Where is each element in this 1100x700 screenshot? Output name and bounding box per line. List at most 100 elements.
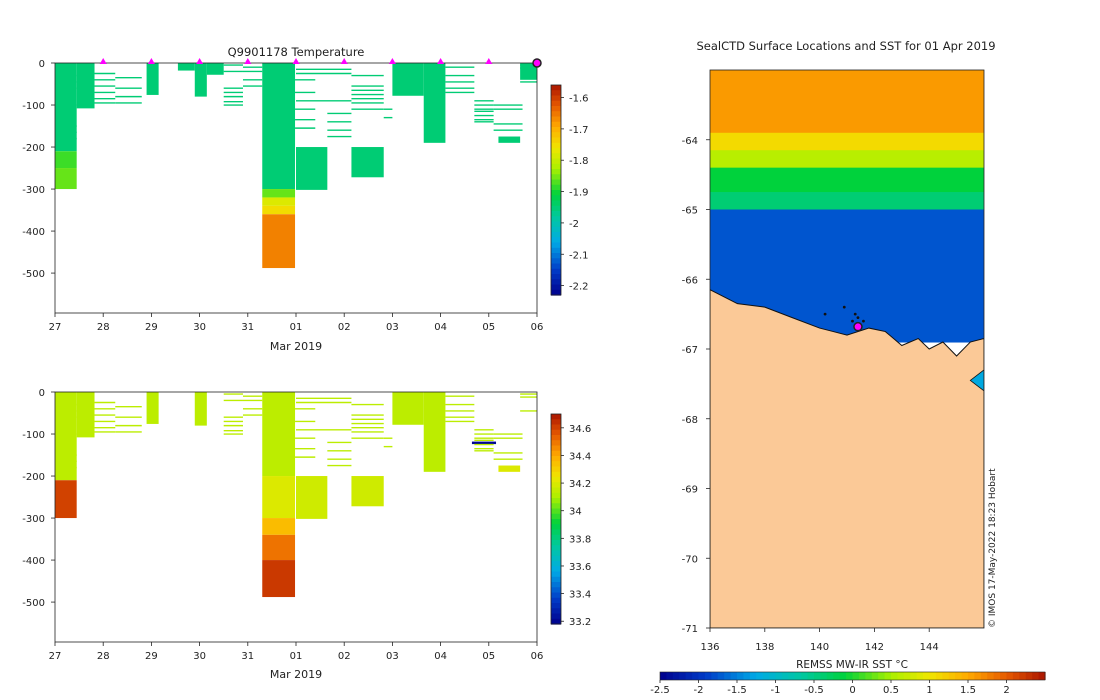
colorbar-swatch — [551, 158, 561, 165]
sst-band — [710, 132, 984, 151]
colorbar-swatch — [551, 414, 561, 420]
map-colorbar-swatch — [923, 672, 931, 680]
map-colorbar-tick-label: 1.5 — [960, 685, 976, 696]
lon-tick-label: 140 — [810, 642, 829, 653]
map-colorbar-tick-label: -1.5 — [727, 685, 747, 696]
temperature-axes: 0 -100 -200 -300 -400 -500 27 28 29 30 31 01 02 03 04 0… — [22, 59, 543, 333]
salinity-axes: 0 -100 -200 -300 -400 -500 27 28 29 30 31 01 02 03 04 0… — [22, 388, 543, 662]
colorbar-tick-label: 34.2 — [569, 479, 591, 490]
y-tick-label: 0 — [39, 388, 45, 399]
profile-marker — [196, 58, 204, 64]
map-colorbar-swatch — [993, 672, 1001, 680]
map-colorbar-swatch — [1012, 672, 1020, 680]
map-colorbar-swatch — [948, 672, 956, 680]
map-colorbar-swatch — [903, 672, 911, 680]
x-tick-label: 05 — [482, 651, 495, 662]
data-cell — [351, 476, 384, 507]
colorbar-swatch — [551, 571, 561, 578]
salinity-colorbar: 34.6 34.4 34.2 34 33.8 33.6 33.4 33.2 — [550, 413, 591, 628]
colorbar-swatch — [551, 561, 561, 567]
map-colorbar-swatch — [1000, 672, 1008, 680]
colorbar-swatch — [551, 90, 561, 97]
track-point — [853, 312, 857, 316]
sst-band — [710, 167, 984, 193]
current-location-marker — [853, 321, 863, 332]
data-cell — [392, 63, 424, 96]
map-colorbar-swatch — [897, 672, 905, 680]
y-tick-label: -500 — [22, 598, 45, 609]
data-cell — [498, 465, 521, 472]
colorbar-tick-label: 33.4 — [569, 590, 591, 601]
colorbar-tick-label: -1.9 — [569, 188, 589, 199]
map-colorbar-swatch — [833, 672, 841, 680]
colorbar-swatch — [551, 513, 561, 520]
map-colorbar-swatch — [884, 672, 892, 680]
colorbar-swatch — [551, 284, 561, 291]
colorbar-swatch — [551, 534, 561, 541]
map-colorbar-swatch — [717, 672, 725, 680]
map-colorbar-swatch — [724, 672, 732, 680]
map-colorbar-swatch — [980, 672, 988, 680]
colorbar-swatch — [551, 242, 561, 249]
map-colorbar-tick-label: 0.5 — [883, 685, 899, 696]
colorbar-swatch — [551, 492, 561, 499]
salinity-xlabel: Mar 2019 — [270, 668, 322, 681]
data-cell — [262, 534, 296, 561]
data-cell — [262, 197, 296, 206]
map-colorbar-swatch — [666, 672, 674, 680]
map-colorbar-swatch — [961, 672, 969, 680]
antarctic-land — [710, 289, 984, 628]
x-tick-label: 30 — [193, 651, 206, 662]
sst-band — [710, 70, 984, 134]
x-tick-label: 02 — [338, 651, 351, 662]
map-colorbar-swatch — [878, 672, 886, 680]
map-colorbar-swatch — [839, 672, 847, 680]
colorbar-swatch — [551, 258, 561, 265]
map-colorbar-swatch — [865, 672, 873, 680]
colorbar-swatch — [551, 482, 561, 489]
colorbar-tick-label: -2.1 — [569, 250, 589, 261]
profile-marker — [147, 58, 155, 64]
data-cell — [55, 63, 77, 152]
data-cell — [206, 63, 224, 75]
data-cell — [262, 518, 296, 535]
data-cell — [392, 392, 424, 425]
colorbar-swatch — [551, 582, 561, 588]
map-colorbar-swatch — [929, 672, 937, 680]
lon-tick-label: 136 — [700, 642, 719, 653]
map-colorbar-tick-label: 1 — [926, 685, 932, 696]
colorbar-swatch — [551, 529, 561, 536]
x-tick-label: 06 — [531, 651, 544, 662]
data-cell — [296, 476, 328, 519]
colorbar-swatch — [551, 153, 561, 160]
temperature-panel: Q9901178 Temperature 0 -100 -200 -300 -400 -5… — [22, 45, 588, 353]
colorbar-swatch — [551, 179, 561, 186]
lat-tick-label: -65 — [682, 206, 698, 217]
x-tick-label: 05 — [482, 322, 495, 333]
y-tick-label: -400 — [22, 556, 45, 567]
profile-marker — [340, 58, 348, 64]
map-colorbar-swatch — [871, 672, 879, 680]
temperature-thin-lines — [55, 64, 537, 140]
map-colorbar-swatch — [698, 672, 706, 680]
colorbar-tick-label: -2 — [569, 219, 579, 230]
colorbar-tick-label: 33.2 — [569, 617, 591, 628]
sst-band — [710, 150, 984, 169]
colorbar-swatch — [551, 268, 561, 275]
map-colorbar-swatch — [672, 672, 680, 680]
colorbar-swatch — [551, 216, 561, 223]
colorbar-swatch — [551, 148, 561, 154]
x-tick-label: 28 — [97, 651, 110, 662]
map-colorbar-swatch — [968, 672, 976, 680]
map-colorbar-tick-label: -0.5 — [804, 685, 824, 696]
track-point — [862, 319, 865, 323]
lat-tick-label: -71 — [682, 624, 698, 635]
data-cell — [177, 63, 195, 71]
lat-tick-label: -64 — [682, 136, 698, 147]
map-colorbar-swatch — [1006, 672, 1014, 680]
colorbar-swatch — [551, 200, 561, 207]
profile-marker — [292, 58, 300, 64]
map-colorbar-tick-label: -1 — [771, 685, 781, 696]
data-cell — [146, 63, 159, 95]
colorbar-swatch — [551, 424, 561, 431]
